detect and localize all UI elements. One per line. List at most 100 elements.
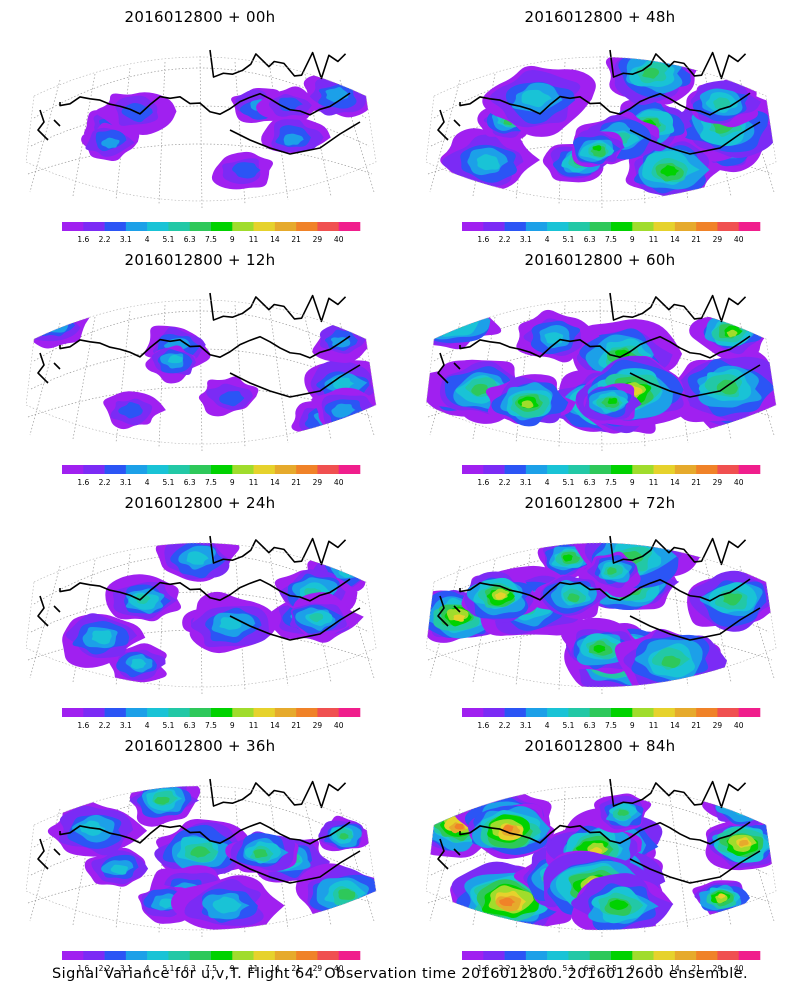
colorbar-swatch [547,951,569,960]
colorbar-label: 4 [145,964,150,973]
colorbar-label: 29 [313,964,323,973]
colorbar-label: 11 [649,478,659,487]
colorbar-label: 3.1 [520,964,532,973]
colorbar-swatch [62,951,84,960]
colorbar-label: 6.3 [184,964,196,973]
colorbar-swatch [168,465,191,474]
colorbar-swatch [296,708,318,717]
coastline [37,535,361,641]
colorbar-label: 4 [545,478,550,487]
colorbar-swatch [589,465,612,474]
colorbar-swatch [168,951,191,960]
colorbar-label: 21 [691,964,701,973]
colorbar-label: 7.5 [605,721,617,730]
colorbar-swatch [189,222,212,231]
colorbar-label: 14 [670,721,680,730]
colorbar-swatch [674,708,697,717]
colorbar-label: 4 [545,964,550,973]
map-panel: 2016012800 + 12h 1.6 2.2 3.1 4 5.1 6.3 7.5 9 11 14… [0,243,400,488]
colorbar-label: 5.1 [562,235,574,244]
colorbar-swatch [462,465,484,474]
colorbar-swatch [653,708,676,717]
variance-field [426,786,776,930]
colorbar-swatch [338,708,361,717]
map-panel: 2016012800 + 84h 1.6 2.2 3.1 4 5.1 6.3 7.5 9 11 14… [400,729,800,974]
colorbar-label: 5.1 [562,478,574,487]
colorbar-swatch [674,465,697,474]
panel-title: 2016012800 + 84h [524,737,676,755]
map-panel: 2016012800 + 24h 1.6 2.2 3.1 4 5.1 6.3 7.5 9 11 14… [0,486,400,731]
panel-title: 2016012800 + 60h [524,251,676,269]
coastline [437,535,761,641]
colorbar-swatch [525,222,548,231]
polar-map [425,778,777,938]
colorbar-label: 4 [545,721,550,730]
colorbar-label: 4 [145,478,150,487]
colorbar-label: 7.5 [205,964,217,973]
colorbar-swatch [589,708,612,717]
colorbar-label: 3.1 [120,235,132,244]
colorbar-swatch [274,222,297,231]
colorbar-swatch [253,951,276,960]
colorbar-label: 1.6 [77,235,89,244]
colorbar-swatch [462,222,484,231]
colorbar-label: 2.2 [99,478,111,487]
colorbar-label: 5.1 [562,964,574,973]
colorbar-swatch [211,708,233,717]
colorbar-swatch [232,465,254,474]
colorbar-label: 21 [691,235,701,244]
colorbar-label: 1.6 [77,964,89,973]
polar-map [25,292,377,452]
map-panel: 2016012800 + 48h 1.6 2.2 3.1 4 5.1 6.3 7.5 9 11 14… [400,0,800,245]
colorbar-swatch [104,222,127,231]
coastline [37,778,361,884]
colorbar-label: 1.6 [477,964,489,973]
coastline [437,778,761,884]
colorbar-swatch [738,222,761,231]
polar-map [425,535,777,695]
map-panel: 2016012800 + 36h 1.6 2.2 3.1 4 5.1 6.3 7.5 9 11 14… [0,729,400,974]
colorbar-label: 14 [270,478,280,487]
colorbar-label: 9 [230,235,235,244]
colorbar-label: 9 [630,964,635,973]
colorbar-swatch [738,951,761,960]
colorbar-label: 29 [713,964,723,973]
colorbar-swatch [504,951,527,960]
colorbar-label: 11 [249,478,259,487]
colorbar-swatch [296,222,318,231]
colorbar: 1.6 2.2 3.1 4 5.1 6.3 7.5 9 11 14 21 29 40 [62,951,361,973]
colorbar: 1.6 2.2 3.1 4 5.1 6.3 7.5 9 11 14 21 29 40 [62,465,361,487]
colorbar: 1.6 2.2 3.1 4 5.1 6.3 7.5 9 11 14 21 29 40 [462,465,761,487]
colorbar-swatch [653,222,676,231]
colorbar-label: 9 [230,721,235,730]
colorbar-label: 5.1 [162,721,174,730]
colorbar-swatch [317,708,340,717]
polar-map [25,49,377,209]
colorbar-swatch [717,465,740,474]
map-panel: 2016012800 + 72h 1.6 2.2 3.1 4 5.1 6.3 7.5 9 11 14… [400,486,800,731]
colorbar-label: 11 [249,964,259,973]
colorbar-swatch [317,222,340,231]
colorbar-label: 40 [334,964,344,973]
colorbar-label: 29 [313,721,323,730]
colorbar-label: 9 [630,235,635,244]
colorbar-swatch [696,708,718,717]
colorbar-swatch [547,465,569,474]
colorbar-swatch [738,465,761,474]
colorbar-label: 9 [630,478,635,487]
colorbar-label: 2.2 [499,235,511,244]
colorbar-label: 2.2 [99,721,111,730]
colorbar-swatch [83,951,105,960]
colorbar-label: 3.1 [120,721,132,730]
colorbar-label: 2.2 [499,721,511,730]
colorbar-label: 21 [291,721,301,730]
colorbar-label: 11 [249,721,259,730]
colorbar-swatch [504,465,527,474]
colorbar-swatch [338,465,361,474]
colorbar-swatch [62,708,84,717]
colorbar-swatch [232,708,254,717]
colorbar-label: 40 [734,478,744,487]
coastline [37,49,361,155]
colorbar-label: 7.5 [205,478,217,487]
colorbar-swatch [462,708,484,717]
